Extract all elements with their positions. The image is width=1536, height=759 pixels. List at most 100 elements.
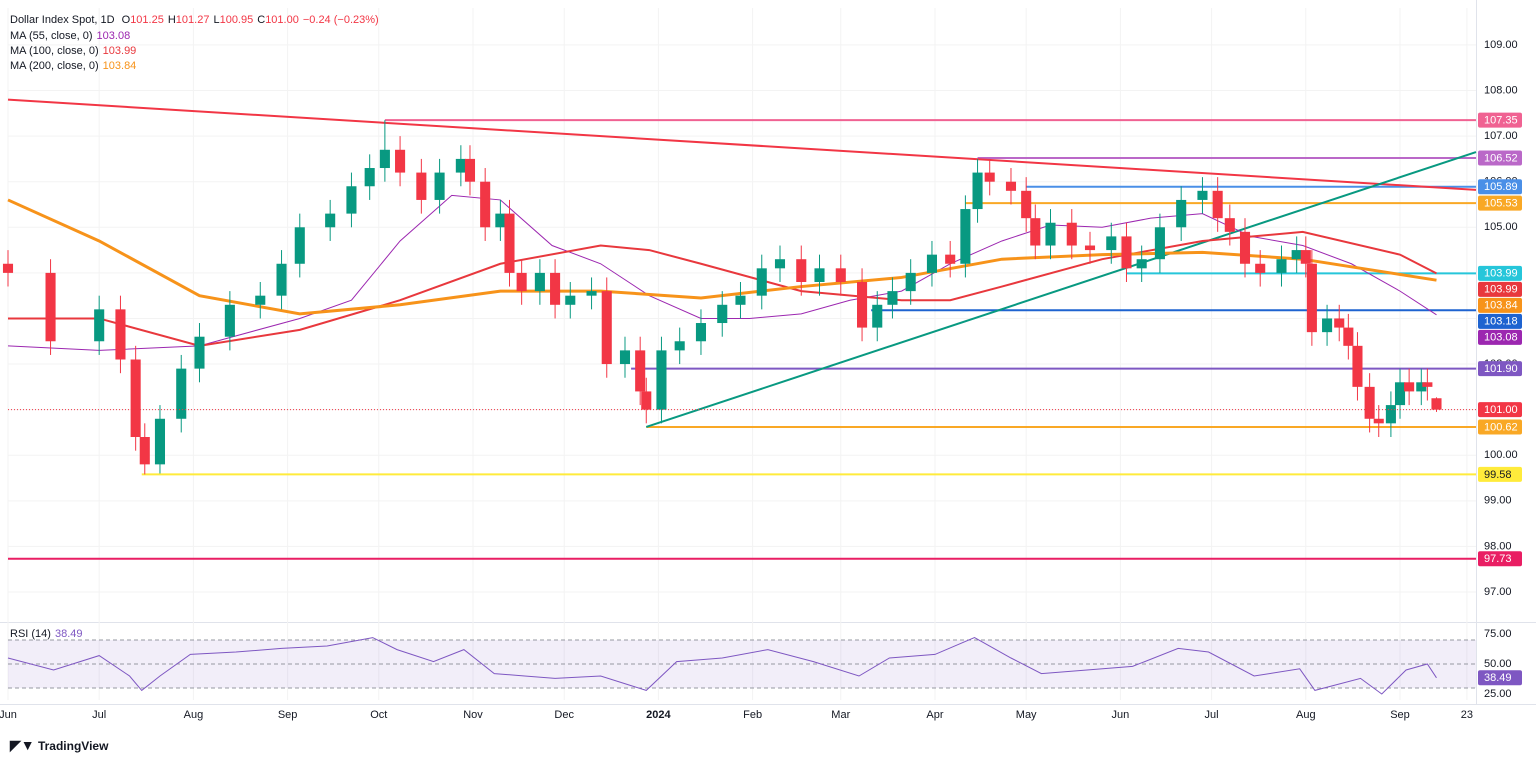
candle-body (1154, 227, 1165, 260)
price-badge (1478, 329, 1522, 345)
candle-body (814, 268, 825, 282)
candle-body (1005, 181, 1017, 191)
price-badge-label: 101.90 (1484, 363, 1518, 375)
candle-body (796, 259, 807, 282)
x-tick-label: 2024 (646, 709, 671, 721)
price-badge-label: 103.18 (1484, 316, 1518, 328)
price-badge-label: 103.99 (1484, 284, 1518, 296)
quote-change: −0.24 (−0.23%) (302, 14, 379, 26)
brand: ◤▼ TradingView (10, 737, 109, 753)
candle-body (1364, 386, 1375, 419)
rsi-badge (1478, 670, 1522, 686)
plot-border (1476, 0, 1477, 705)
candle-body (1121, 236, 1132, 269)
price-badge-label: 100.62 (1484, 421, 1518, 433)
y-tick-label: 108.00 (1484, 84, 1518, 96)
candle-body (857, 281, 868, 328)
candle-body (1291, 250, 1302, 260)
candle-body (1404, 382, 1415, 392)
symbol-legend: Dollar Index Spot, 1D O101.25 H101.27 L100… (10, 14, 383, 26)
candle-body (1385, 405, 1396, 424)
price-badge-label: 99.58 (1484, 469, 1512, 481)
ma-legend: MA (55, close, 0) 103.08 MA (100, close, 0… (10, 30, 140, 75)
y-tick-label: 105.00 (1484, 221, 1518, 233)
ma-value: 103.08 (96, 30, 131, 42)
candle-body (695, 323, 707, 342)
candle-body (1276, 259, 1287, 273)
x-tick-label: May (1016, 709, 1037, 721)
price-badge (1478, 281, 1522, 297)
candle-body (1021, 190, 1032, 219)
candle-body (1352, 345, 1363, 387)
candle-body (926, 254, 938, 273)
candle-body (905, 272, 916, 292)
price-badge (1478, 313, 1522, 329)
candle-body (346, 186, 357, 214)
x-tick-label: Aug (1296, 709, 1316, 721)
ma-value: 103.99 (102, 45, 137, 57)
time-axis-border (0, 704, 1536, 705)
candle-body (495, 213, 506, 228)
moving-average (7, 194, 1437, 351)
candle-body (504, 213, 515, 273)
candle-body (641, 391, 652, 410)
moving-average (7, 198, 1437, 316)
candle-body (325, 213, 336, 228)
ma-legend-row: MA (200, close, 0) 103.84 (10, 60, 140, 75)
candle-body (94, 309, 105, 342)
price-badge (1478, 150, 1522, 166)
candle-body (565, 295, 576, 305)
quote-key: L (213, 14, 220, 26)
candle-body (1084, 245, 1096, 251)
candle-body (379, 149, 390, 169)
candle-body (516, 272, 527, 292)
symbol-title: Dollar Index Spot, 1D (10, 14, 115, 26)
candle-body (464, 158, 476, 182)
quote-key: C (257, 14, 266, 26)
candle-body (887, 291, 898, 305)
candle-body (1394, 382, 1406, 406)
candle-body (1106, 236, 1117, 251)
candle-body (534, 272, 545, 292)
candle-body (1255, 263, 1266, 273)
candle-body (972, 172, 983, 210)
x-tick-label: Oct (370, 709, 387, 721)
trend-line (7, 98, 1477, 191)
candle-body (1306, 263, 1317, 333)
candle-body (1224, 218, 1235, 232)
x-tick-label: Jul (92, 709, 106, 721)
y-tick-label: 100.00 (1484, 449, 1518, 461)
rsi-line (7, 637, 1437, 695)
candle-body (434, 172, 445, 200)
price-badge-label: 105.89 (1484, 181, 1518, 193)
candle-body (586, 291, 597, 296)
candle-body (364, 168, 375, 187)
price-badge (1478, 297, 1522, 313)
candle-body (872, 304, 883, 328)
price-badge-label: 103.99 (1484, 268, 1518, 280)
candle-body (276, 263, 287, 296)
candle-body (984, 172, 995, 182)
candle-body (717, 304, 728, 324)
y-tick-label: 98.00 (1484, 540, 1512, 552)
price-badge (1478, 466, 1522, 482)
y-tick-label: 107.00 (1484, 130, 1518, 142)
y-tick-label: 97.00 (1484, 586, 1512, 598)
x-tick-label: Sep (278, 709, 298, 721)
price-badge-label: 103.08 (1484, 332, 1518, 344)
trend-line (645, 151, 1477, 428)
price-badge (1478, 112, 1522, 128)
price-badge (1478, 179, 1522, 195)
y-tick-label: 109.00 (1484, 39, 1518, 51)
ma-name: MA (100, close, 0) (10, 45, 99, 57)
ma-legend-row: MA (55, close, 0) 103.08 (10, 30, 140, 45)
candle-body (1045, 222, 1056, 246)
rsi-value: 38.49 (54, 628, 83, 640)
price-badge-label: 103.84 (1484, 300, 1518, 312)
x-tick-label: 23 (1461, 709, 1473, 721)
brand-text: TradingView (37, 739, 109, 753)
x-tick-label: Jul (1205, 709, 1219, 721)
candle-body (416, 172, 427, 200)
candle-body (835, 268, 846, 282)
